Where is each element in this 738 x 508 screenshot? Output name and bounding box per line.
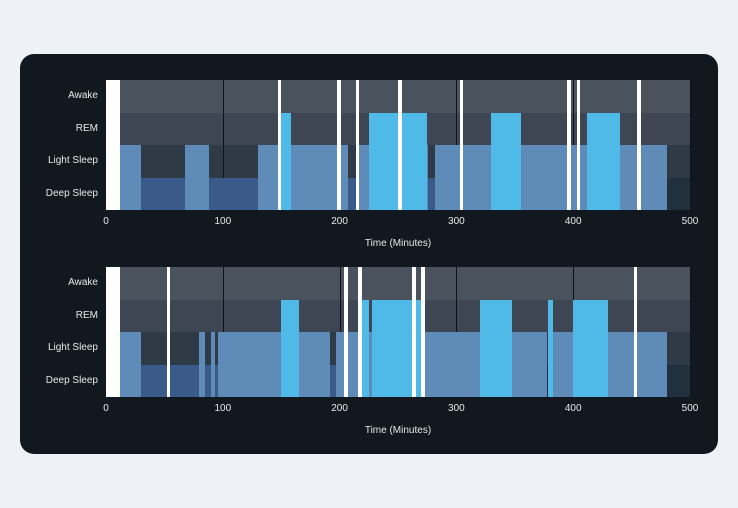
sleep-segment <box>120 332 141 397</box>
sleep-segment <box>291 145 338 210</box>
sleep-segment <box>637 332 666 397</box>
x-tick: 100 <box>214 216 231 227</box>
sleep-segment <box>428 178 435 211</box>
sleep-segment <box>641 145 667 210</box>
sleep-segment <box>372 300 412 398</box>
sleep-charts-card: Awake REM Light Sleep Deep Sleep 0 100 200 300 4… <box>20 54 718 454</box>
x-tick: 500 <box>682 403 699 414</box>
sleep-segment <box>425 332 480 397</box>
x-tick: 0 <box>103 216 109 227</box>
sleep-segment <box>512 332 547 397</box>
sleep-segment <box>106 267 120 397</box>
y-label: Awake <box>38 91 98 101</box>
x-axis: 0100200300400500 <box>106 403 690 419</box>
y-axis-labels: Awake REM Light Sleep Deep Sleep <box>38 267 106 397</box>
stage-band <box>106 267 690 300</box>
plot-area <box>106 267 690 397</box>
sleep-segment <box>281 113 290 211</box>
sleep-segment <box>362 300 369 398</box>
sleep-segment <box>402 113 428 211</box>
sleep-segment <box>106 80 120 210</box>
y-label: Light Sleep <box>38 343 98 353</box>
x-tick: 400 <box>565 403 582 414</box>
sleep-segment <box>463 145 491 210</box>
gridline <box>690 267 691 397</box>
sleep-segment <box>348 332 359 397</box>
x-tick: 300 <box>448 216 465 227</box>
sleep-segment <box>185 145 208 210</box>
sleep-segment <box>521 145 568 210</box>
sleep-segment <box>258 145 278 210</box>
plot-area <box>106 80 690 210</box>
sleep-segment <box>369 113 398 211</box>
sleep-segment <box>587 113 620 211</box>
y-label: Deep Sleep <box>38 189 98 199</box>
sleep-segment <box>480 300 513 398</box>
sleep-segment <box>141 365 167 398</box>
sleep-segment <box>359 145 368 210</box>
sleep-segment <box>491 113 520 211</box>
sleep-hypnogram-1: Awake REM Light Sleep Deep Sleep 0 100 200 300 4… <box>38 80 690 249</box>
sleep-segment <box>170 365 199 398</box>
x-tick: 100 <box>214 403 231 414</box>
sleep-segment <box>336 332 344 397</box>
sleep-segment <box>281 300 299 398</box>
y-label: REM <box>38 124 98 134</box>
sleep-segment <box>435 145 460 210</box>
sleep-hypnogram-2: Awake REM Light Sleep Deep Sleep 0 100 200 300 4… <box>38 267 690 436</box>
sleep-segment <box>553 332 573 397</box>
x-tick: 400 <box>565 216 582 227</box>
charts-container: Awake REM Light Sleep Deep Sleep 0 100 200 300 4… <box>38 80 690 436</box>
sleep-segment <box>580 145 587 210</box>
x-tick: 0 <box>103 403 109 414</box>
x-axis-title: Time (Minutes) <box>106 238 690 249</box>
sleep-segment <box>341 145 348 210</box>
sleep-segment <box>299 332 331 397</box>
x-tick: 500 <box>682 216 699 227</box>
x-tick: 300 <box>448 403 465 414</box>
y-label: Light Sleep <box>38 156 98 166</box>
y-label: Deep Sleep <box>38 376 98 386</box>
y-label: REM <box>38 311 98 321</box>
sleep-segment <box>120 145 141 210</box>
sleep-segment <box>209 178 258 211</box>
y-label: Awake <box>38 278 98 288</box>
sleep-segment <box>141 178 185 211</box>
sleep-segment <box>348 178 356 211</box>
sleep-segment <box>573 300 608 398</box>
x-axis-title: Time (Minutes) <box>106 425 690 436</box>
y-axis-labels: Awake REM Light Sleep Deep Sleep <box>38 80 106 210</box>
x-tick: 200 <box>331 403 348 414</box>
x-axis: 0100200300400500 <box>106 216 690 232</box>
sleep-segment <box>608 332 634 397</box>
x-tick: 200 <box>331 216 348 227</box>
sleep-segment <box>620 145 638 210</box>
sleep-segment <box>218 332 281 397</box>
gridline <box>690 80 691 210</box>
